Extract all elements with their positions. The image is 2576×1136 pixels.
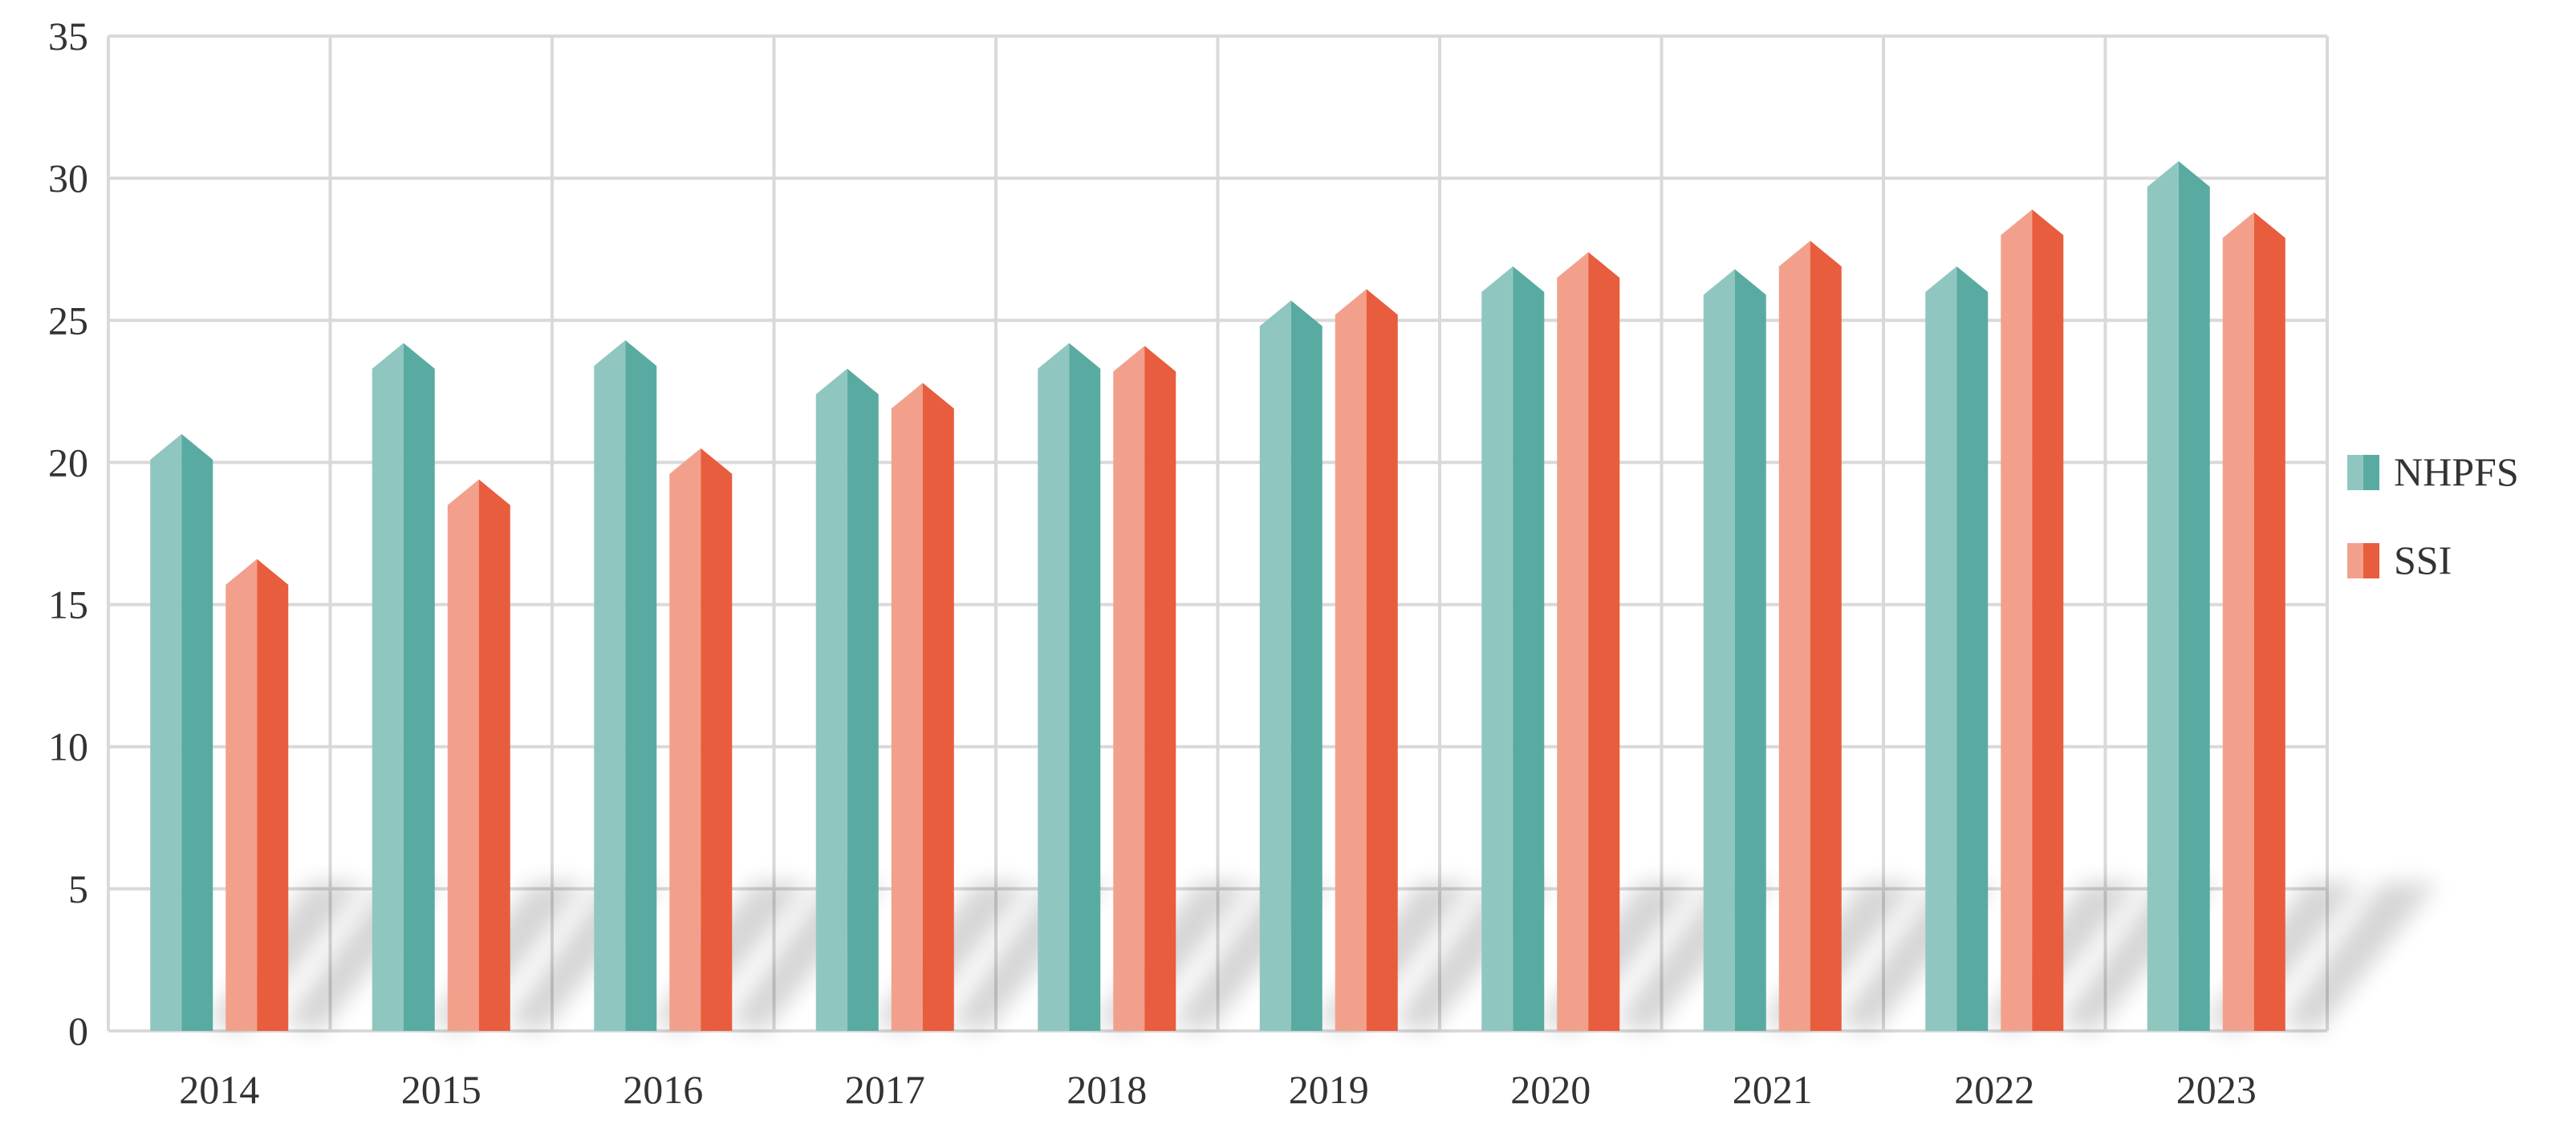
bar-nhpfs-2014: [150, 434, 213, 1031]
bar-face-light: [594, 340, 626, 1032]
y-tick-label: 30: [48, 156, 88, 201]
bar-face-dark: [2032, 209, 2064, 1032]
x-tick-label: 2022: [1954, 1067, 2034, 1112]
bar-nhpfs-2015: [372, 343, 435, 1032]
bar-face-dark: [2178, 160, 2210, 1031]
bar-nhpfs-2022: [1925, 266, 1989, 1031]
x-tick-label: 2015: [401, 1067, 481, 1112]
bar-face-dark: [181, 434, 213, 1031]
bar-ssi-2019: [1335, 289, 1398, 1031]
x-tick-label: 2014: [179, 1067, 259, 1112]
bar-nhpfs-2016: [594, 340, 657, 1032]
legend-item-nhpfs: NHPFS: [2347, 449, 2519, 494]
bar-face-dark: [2253, 212, 2285, 1032]
bar-face-dark: [403, 343, 435, 1032]
y-axis: 0 5 10 15 20 25 30 35: [48, 14, 88, 1053]
legend-swatch-light: [2347, 455, 2363, 490]
y-tick-label: 10: [48, 724, 88, 769]
bar-face-light: [447, 479, 479, 1031]
bar-shadow: [2280, 882, 2438, 1033]
bar-ssi-2023: [2222, 212, 2285, 1032]
bar-nhpfs-2018: [1038, 343, 1101, 1032]
bar-face-light: [372, 343, 404, 1032]
bar-nhpfs-2020: [1481, 266, 1545, 1031]
bar-ssi-2020: [1557, 252, 1620, 1031]
legend-swatch-dark: [2363, 455, 2379, 490]
x-tick-label: 2023: [2176, 1067, 2257, 1112]
bar-face-light: [150, 434, 182, 1031]
bar-face-light: [891, 383, 923, 1031]
bar-face-dark: [1144, 346, 1176, 1032]
legend-label: NHPFS: [2394, 449, 2519, 494]
bar-nhpfs-2017: [815, 368, 879, 1031]
bar-ssi-2018: [1113, 346, 1176, 1032]
bar-face-light: [1113, 346, 1145, 1032]
bar-face-light: [2001, 209, 2033, 1032]
x-tick-label: 2018: [1067, 1067, 1147, 1112]
bar-shadows: [208, 882, 2438, 1033]
bar-ssi-2014: [226, 558, 289, 1031]
bar-face-light: [1557, 252, 1589, 1031]
bar-face-light: [1778, 241, 1810, 1032]
y-tick-label: 0: [68, 1008, 88, 1053]
bar-ssi-2015: [447, 479, 510, 1031]
legend-label: SSI: [2394, 538, 2452, 582]
bar-face-dark: [1069, 343, 1101, 1032]
bar-face-dark: [1588, 252, 1620, 1031]
y-tick-label: 5: [68, 866, 88, 911]
x-tick-label: 2021: [1733, 1067, 1813, 1112]
x-axis: 2014 2015 2016 2017 2018 2019 2020 2021 2022 2023: [179, 1067, 2257, 1112]
bar-face-dark: [478, 479, 510, 1031]
legend: NHPFS SSI: [2347, 449, 2519, 582]
bar-nhpfs-2019: [1259, 300, 1323, 1031]
x-tick-label: 2019: [1289, 1067, 1369, 1112]
bar-face-light: [669, 448, 701, 1031]
bar-face-light: [226, 558, 258, 1031]
bar-face-dark: [922, 383, 954, 1031]
bar-face-light: [1703, 269, 1735, 1031]
bars: [150, 160, 2285, 1032]
x-tick-label: 2017: [845, 1067, 925, 1112]
bar-face-light: [1481, 266, 1514, 1031]
bar-face-light: [1259, 300, 1291, 1031]
bar-face-dark: [1513, 266, 1545, 1031]
bar-face-light: [1925, 266, 1957, 1031]
bar-ssi-2016: [669, 448, 733, 1031]
legend-swatch-dark: [2363, 543, 2379, 578]
bar-face-dark: [847, 368, 879, 1031]
y-tick-label: 20: [48, 440, 88, 485]
y-tick-label: 35: [48, 14, 88, 59]
bar-face-light: [2222, 212, 2254, 1032]
x-tick-label: 2016: [623, 1067, 703, 1112]
legend-swatch-light: [2347, 543, 2363, 578]
bar-face-light: [1038, 343, 1070, 1032]
bar-ssi-2022: [2001, 209, 2064, 1032]
bar-face-dark: [1810, 241, 1842, 1032]
bar-ssi-2021: [1778, 241, 1842, 1032]
bar-face-light: [815, 368, 847, 1031]
bar-nhpfs-2021: [1703, 269, 1766, 1031]
x-tick-label: 2020: [1510, 1067, 1591, 1112]
y-tick-label: 25: [48, 298, 88, 343]
legend-item-ssi: SSI: [2347, 538, 2452, 582]
y-tick-label: 15: [48, 582, 88, 627]
bar-face-dark: [701, 448, 733, 1031]
bar-face-dark: [1290, 300, 1323, 1031]
grid: [107, 34, 2329, 1033]
bar-face-dark: [257, 558, 289, 1031]
bar-ssi-2017: [891, 383, 954, 1031]
bar-face-light: [2147, 160, 2179, 1031]
bar-face-dark: [1956, 266, 1989, 1031]
bar-face-dark: [1366, 289, 1398, 1031]
bar-face-dark: [625, 340, 657, 1032]
bar-face-dark: [1734, 269, 1766, 1031]
bar-face-light: [1335, 289, 1367, 1031]
bar-nhpfs-2023: [2147, 160, 2210, 1031]
